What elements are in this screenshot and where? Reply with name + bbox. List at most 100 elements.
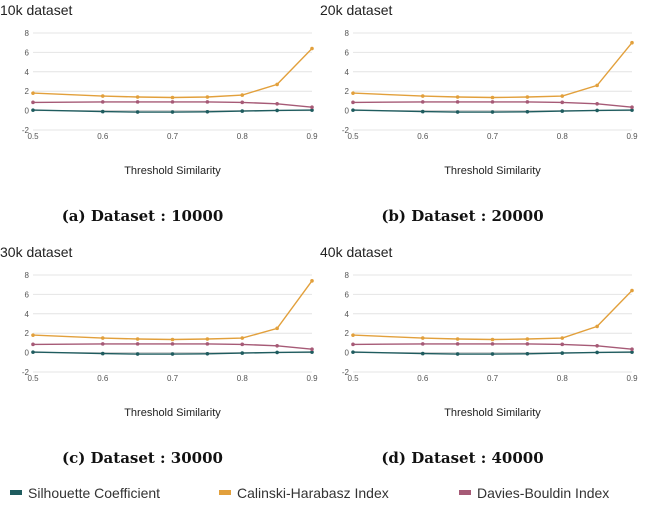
data-point: [351, 100, 355, 105]
data-point: [351, 108, 355, 112]
data-point: [525, 95, 530, 99]
x-tick-label: 0.7: [167, 132, 179, 141]
x-tick-label: 0.5: [347, 374, 359, 383]
data-point: [170, 95, 175, 100]
series-line-calinski-harabasz-index: [352, 42, 633, 99]
data-point: [420, 336, 425, 340]
chart-panel-4: 40k dataset -2 0 2 4 6 8 0.5 0.6 0.7 0.8 0.9 Thresho…: [320, 244, 638, 467]
data-point: [455, 100, 460, 104]
data-point: [490, 95, 495, 100]
data-point: [275, 102, 279, 106]
data-point: [205, 351, 210, 356]
data-point: [455, 110, 460, 114]
legend-swatch: [219, 490, 231, 495]
data-point: [100, 94, 105, 98]
data-point: [490, 110, 495, 114]
x-tick-label: 0.8: [237, 374, 249, 383]
data-point: [240, 336, 245, 340]
data-point: [310, 105, 314, 110]
y-tick-label: 0: [345, 107, 350, 116]
data-point: [310, 279, 314, 283]
panel-caption: (a) Dataset : 10000: [62, 207, 224, 225]
data-point: [310, 108, 314, 112]
y-tick-label: 2: [25, 87, 30, 96]
data-point: [31, 342, 35, 347]
data-point: [595, 102, 599, 106]
data-point: [420, 351, 425, 356]
x-axis-label: Threshold Similarity: [444, 407, 541, 419]
series-line-silhouette-coefficient: [352, 109, 633, 113]
x-tick-label: 0.5: [27, 374, 39, 383]
data-point: [595, 344, 599, 348]
data-point: [240, 342, 245, 347]
series-line-calinski-harabasz-index: [32, 280, 313, 341]
data-point: [240, 100, 245, 105]
series-line-calinski-harabasz-index: [352, 290, 633, 341]
data-point: [205, 95, 210, 99]
data-point: [595, 350, 599, 355]
data-point: [170, 110, 175, 114]
data-point: [560, 94, 565, 98]
x-tick-label: 0.9: [626, 132, 638, 141]
legend-label: Davies-Bouldin Index: [477, 485, 609, 501]
data-point: [31, 350, 35, 354]
data-point: [275, 82, 279, 87]
data-point: [170, 337, 175, 342]
data-point: [420, 94, 425, 98]
x-axis-label: Threshold Similarity: [124, 407, 221, 419]
data-point: [205, 109, 210, 114]
y-tick-label: 8: [25, 29, 30, 38]
data-point: [310, 46, 314, 51]
data-point: [560, 100, 565, 105]
data-point: [595, 108, 599, 113]
series-line-silhouette-coefficient: [352, 351, 633, 355]
legend: Silhouette Coefficient Calinski-Harabasz …: [10, 485, 609, 501]
data-point: [525, 100, 530, 104]
data-point: [525, 337, 530, 341]
data-point: [455, 95, 460, 99]
x-tick-label: 0.5: [27, 132, 39, 141]
data-point: [170, 342, 175, 346]
data-point: [490, 352, 495, 356]
series-line-silhouette-coefficient: [32, 351, 313, 355]
data-point: [490, 337, 495, 342]
data-point: [630, 347, 634, 352]
data-point: [420, 342, 425, 346]
data-point: [275, 344, 279, 348]
x-tick-label: 0.5: [347, 132, 359, 141]
series-line-davies-bouldin-index: [352, 101, 633, 108]
y-tick-label: -2: [342, 126, 350, 135]
data-point: [31, 108, 35, 112]
data-point: [560, 109, 565, 113]
data-point: [351, 342, 355, 347]
panel-caption: (c) Dataset : 30000: [62, 449, 223, 467]
data-point: [351, 350, 355, 354]
data-point: [135, 352, 140, 356]
data-point: [100, 351, 105, 356]
data-point: [31, 91, 35, 95]
series-line-calinski-harabasz-index: [32, 48, 313, 99]
data-point: [525, 351, 530, 356]
panel-caption: (b) Dataset : 20000: [381, 207, 543, 225]
legend-swatch: [10, 490, 22, 495]
data-point: [275, 108, 279, 113]
y-tick-label: 4: [345, 310, 350, 319]
data-point: [595, 324, 599, 329]
data-point: [170, 100, 175, 104]
y-tick-label: 2: [25, 329, 30, 338]
data-point: [310, 347, 314, 352]
x-tick-label: 0.9: [306, 374, 318, 383]
data-point: [560, 336, 565, 340]
data-point: [275, 350, 279, 355]
data-point: [240, 351, 245, 355]
data-point: [525, 109, 530, 114]
data-point: [310, 350, 314, 354]
x-tick-label: 0.6: [97, 374, 109, 383]
x-tick-label: 0.7: [487, 374, 499, 383]
panel-caption: (d) Dataset : 40000: [381, 449, 543, 467]
x-tick-label: 0.8: [557, 132, 569, 141]
x-tick-label: 0.9: [626, 374, 638, 383]
x-tick-label: 0.6: [417, 132, 429, 141]
y-tick-label: -2: [22, 368, 30, 377]
data-point: [630, 105, 634, 110]
